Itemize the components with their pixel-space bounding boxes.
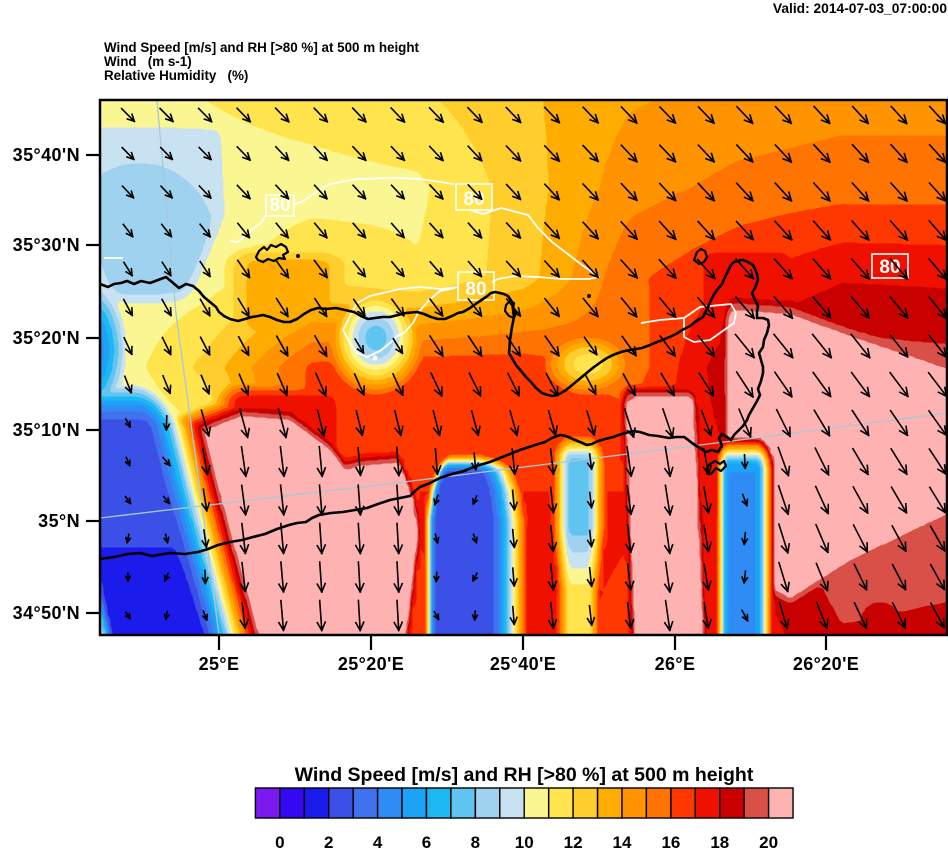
svg-text:0: 0: [275, 833, 284, 852]
svg-text:8: 8: [471, 833, 480, 852]
svg-text:4: 4: [373, 833, 383, 852]
svg-text:Valid: 2014-07-03_07:00:00: Valid: 2014-07-03_07:00:00: [773, 1, 947, 16]
svg-text:16: 16: [661, 833, 680, 852]
svg-text:35°N: 35°N: [38, 511, 80, 531]
svg-text:25°40'E: 25°40'E: [490, 654, 556, 674]
svg-text:35°10'N: 35°10'N: [13, 420, 80, 440]
svg-text:Relative Humidity (%): Relative Humidity (%): [104, 68, 248, 83]
svg-text:20: 20: [759, 833, 778, 852]
svg-text:34°50'N: 34°50'N: [13, 603, 80, 623]
svg-text:80: 80: [465, 279, 486, 300]
svg-text:26°E: 26°E: [655, 654, 696, 674]
svg-text:Wind Speed [m/s] and RH [>80 %: Wind Speed [m/s] and RH [>80 %] at 500 m…: [104, 40, 420, 55]
svg-text:Wind (m s-1): Wind (m s-1): [104, 54, 192, 69]
svg-text:35°40'N: 35°40'N: [13, 145, 80, 165]
svg-text:80: 80: [879, 257, 900, 278]
svg-text:2: 2: [324, 833, 333, 852]
svg-text:35°30'N: 35°30'N: [13, 235, 80, 255]
svg-text:12: 12: [564, 833, 583, 852]
svg-text:10: 10: [515, 833, 534, 852]
svg-text:6: 6: [422, 833, 431, 852]
svg-text:25°20'E: 25°20'E: [338, 654, 404, 674]
svg-text:35°20'N: 35°20'N: [13, 328, 80, 348]
svg-text:14: 14: [613, 833, 632, 852]
svg-text:25°E: 25°E: [199, 654, 240, 674]
svg-text:80: 80: [269, 195, 290, 216]
svg-text:18: 18: [710, 833, 729, 852]
svg-text:26°20'E: 26°20'E: [793, 654, 859, 674]
svg-text:Wind Speed [m/s] and RH [>80 %: Wind Speed [m/s] and RH [>80 %] at 500 m…: [295, 764, 754, 786]
